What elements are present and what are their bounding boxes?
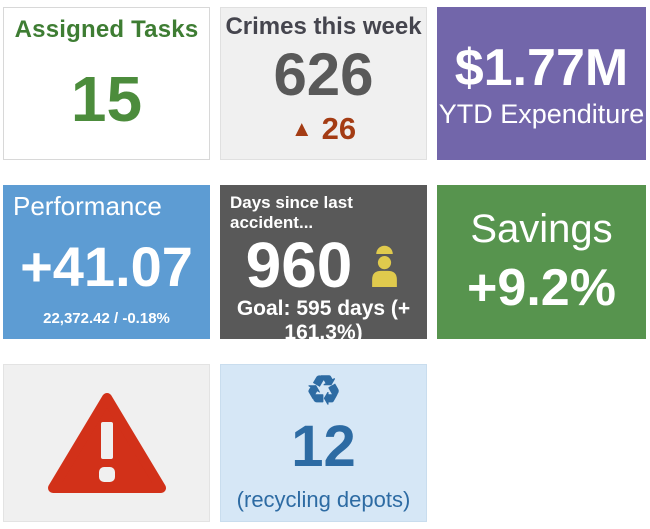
days-since-accident-value: 960 — [245, 229, 353, 301]
warning-tile — [3, 364, 210, 522]
recycling-value: 12 — [291, 413, 356, 479]
performance-title: Performance — [13, 191, 162, 221]
crimes-tile: Crimes this week 626 ▲ 26 — [220, 7, 427, 160]
worker-person-icon — [368, 243, 401, 288]
recycle-icon: ♻ — [305, 369, 342, 413]
assigned-tasks-value: 15 — [70, 62, 143, 135]
assigned-tasks-title: Assigned Tasks — [14, 16, 199, 43]
up-triangle-icon: ▲ — [290, 116, 313, 141]
warning-triangle-icon — [46, 391, 168, 495]
days-since-accident-title: Days since last accident... — [230, 193, 353, 232]
days-since-accident-row: 960 — [230, 233, 417, 297]
savings-value: +9.2% — [467, 258, 616, 317]
recycling-tile: ♻ 12 (recycling depots) — [220, 364, 427, 522]
performance-value: +41.07 — [20, 234, 193, 298]
assigned-tasks-tile: Assigned Tasks 15 — [3, 7, 210, 160]
crimes-delta: ▲ 26 — [291, 111, 356, 147]
days-since-accident-goal: Goal: 595 days (+ 161.3%) — [236, 297, 411, 339]
ytd-expenditure-value: $1.77M — [454, 38, 629, 97]
days-since-accident-tile: Days since last accident... 960 Goal: 59… — [220, 185, 427, 339]
savings-title: Savings — [470, 206, 613, 251]
ytd-expenditure-tile: $1.77M YTD Expenditure — [437, 7, 646, 160]
performance-tile: Performance +41.07 22,372.42 / -0.18% — [3, 185, 210, 339]
crimes-title: Crimes this week — [225, 13, 422, 40]
crimes-delta-value: 26 — [321, 111, 357, 146]
crimes-value: 626 — [273, 40, 374, 108]
empty-cell — [437, 364, 646, 522]
savings-tile: Savings +9.2% — [437, 185, 646, 339]
recycling-label: (recycling depots) — [236, 487, 411, 512]
performance-detail: 22,372.42 / -0.18% — [43, 310, 170, 327]
ytd-expenditure-label: YTD Expenditure — [438, 99, 645, 130]
